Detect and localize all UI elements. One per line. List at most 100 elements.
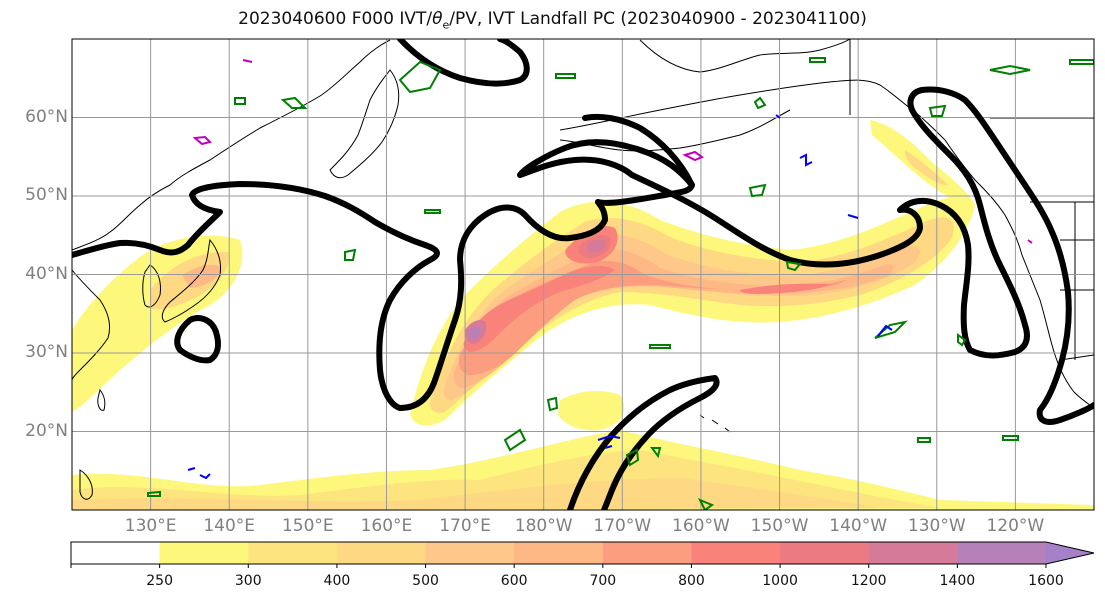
colorbar-tick-label: 800: [678, 573, 705, 589]
blue-contour: [775, 114, 781, 119]
lon-tick-label: 130°W: [907, 516, 966, 536]
ivt-region-hawaii-level-250: [558, 390, 625, 431]
pc-contour-japan-loop: [174, 315, 221, 364]
magenta-contour: [682, 150, 705, 162]
lon-tick-label: 140°E: [203, 516, 256, 536]
colorbar-segment: [957, 542, 1047, 564]
lat-tick-label: 50°N: [25, 185, 68, 205]
pc-contour-west: [72, 181, 608, 411]
pv-contour: [917, 437, 931, 443]
lat-tick-label: 40°N: [25, 263, 68, 284]
lon-tick-label: 140°W: [829, 516, 888, 536]
pv-contour: [234, 97, 246, 105]
ivt-filled-contours: [72, 120, 1094, 510]
lon-tick-label: 150°E: [281, 516, 334, 536]
pv-contour: [1002, 435, 1019, 441]
lon-tick-label: 120°W: [986, 516, 1045, 536]
pv-contour: [147, 490, 161, 497]
pv-contour: [785, 260, 802, 272]
lon-tick-label: 130°E: [124, 516, 177, 536]
pv-contour: [697, 498, 715, 510]
theta-e-contours: [187, 59, 1033, 480]
lat-tick-label: 60°N: [25, 106, 68, 127]
blue-contour: [877, 324, 893, 337]
pv-contour: [809, 57, 826, 63]
colorbar-outline: [70, 541, 1095, 565]
colorbar-segment: [780, 542, 870, 564]
magenta-contour: [242, 59, 253, 63]
coastline-korea: [142, 264, 161, 308]
coastline-china: [72, 269, 111, 381]
colorbar-segment: [425, 542, 515, 564]
pv-contour: [874, 320, 909, 339]
magenta-contour: [192, 135, 212, 146]
ivt-region-ar-level-1200: [587, 239, 606, 253]
pc-contour-northeast: [897, 86, 1094, 425]
lon-tick-label: 170°E: [439, 516, 491, 536]
blue-contour: [597, 434, 621, 449]
colorbar-tick-label: 1400: [939, 573, 976, 589]
pv-contour: [649, 344, 671, 349]
colorbar-tick-label: 700: [589, 573, 617, 589]
colorbar-tick-label: 500: [412, 573, 439, 589]
blue-contour: [187, 467, 211, 480]
blue-contour: [799, 153, 813, 167]
magenta-contour: [1027, 239, 1033, 244]
coastline-aleutians: [559, 109, 791, 152]
pv-contour: [1069, 59, 1094, 65]
lon-tick-label: 180°W: [514, 516, 573, 536]
colorbar-tick-label: 300: [234, 573, 262, 589]
ivt-region-subtropical-level-400: [72, 478, 880, 510]
colorbar-segment: [1046, 542, 1094, 564]
pv-contour: [398, 60, 442, 94]
lat-tick-label: 20°N: [25, 420, 68, 441]
coastline-alaska-north: [639, 39, 851, 73]
border-us-mexico: [1059, 354, 1094, 361]
pv-contour: [503, 428, 527, 452]
coastline-asia: [72, 39, 391, 251]
pv-contours: [147, 57, 1094, 510]
pv-contour: [555, 73, 576, 79]
pv-contour: [280, 96, 308, 109]
blue-contour: [847, 214, 859, 219]
ivt-region-coast-level-250: [870, 120, 975, 205]
pv-contour: [424, 209, 441, 214]
pv-contour: [928, 104, 947, 117]
colorbar-tick-label: 400: [323, 573, 351, 589]
gridlines: [72, 39, 1094, 510]
pv-contour: [546, 396, 559, 412]
pc-contour-south: [567, 375, 720, 510]
pv-contour: [957, 333, 967, 347]
colorbar-tick-label: 600: [500, 573, 528, 589]
lon-tick-label: 160°W: [672, 516, 730, 536]
ivt-region-ar-level-800-east: [740, 283, 830, 294]
pv-contour: [748, 183, 767, 198]
colorbar-tick-label: 1600: [1028, 573, 1064, 589]
pc-contour-north-arc: [582, 113, 695, 188]
lon-tick-label: 170°W: [593, 516, 652, 536]
lon-tick-label: 150°W: [750, 516, 809, 536]
colorbar-segment: [602, 542, 692, 564]
ivt-region-ar-level-1600: [469, 326, 481, 339]
colorbar-tick-label: 1200: [850, 573, 887, 589]
colorbar-segment: [71, 542, 161, 564]
colorbar-tick-label: 250: [146, 573, 173, 589]
pv-contour: [650, 447, 662, 459]
coastline-kamchatka: [329, 69, 400, 179]
pv-contour: [625, 448, 640, 467]
lon-tick-label: 160°E: [360, 516, 413, 536]
colorbar-tick-label: 1000: [762, 573, 798, 589]
coastline-taiwan: [97, 388, 106, 411]
map-title: 2023040600 F000 IVT/θe/PV, IVT Landfall …: [238, 9, 867, 32]
colorbar-segment: [868, 542, 958, 564]
colorbar-segment: [159, 542, 249, 564]
coastline-philippines: [79, 469, 93, 500]
colorbar-segment: [514, 542, 604, 564]
colorbar: [70, 541, 1095, 568]
lat-tick-label: 30°N: [25, 342, 68, 362]
colorbar-segment: [691, 542, 781, 564]
pv-contour: [989, 64, 1031, 76]
pc-contour-east-lobe: [629, 172, 923, 268]
pv-contour: [753, 96, 767, 110]
